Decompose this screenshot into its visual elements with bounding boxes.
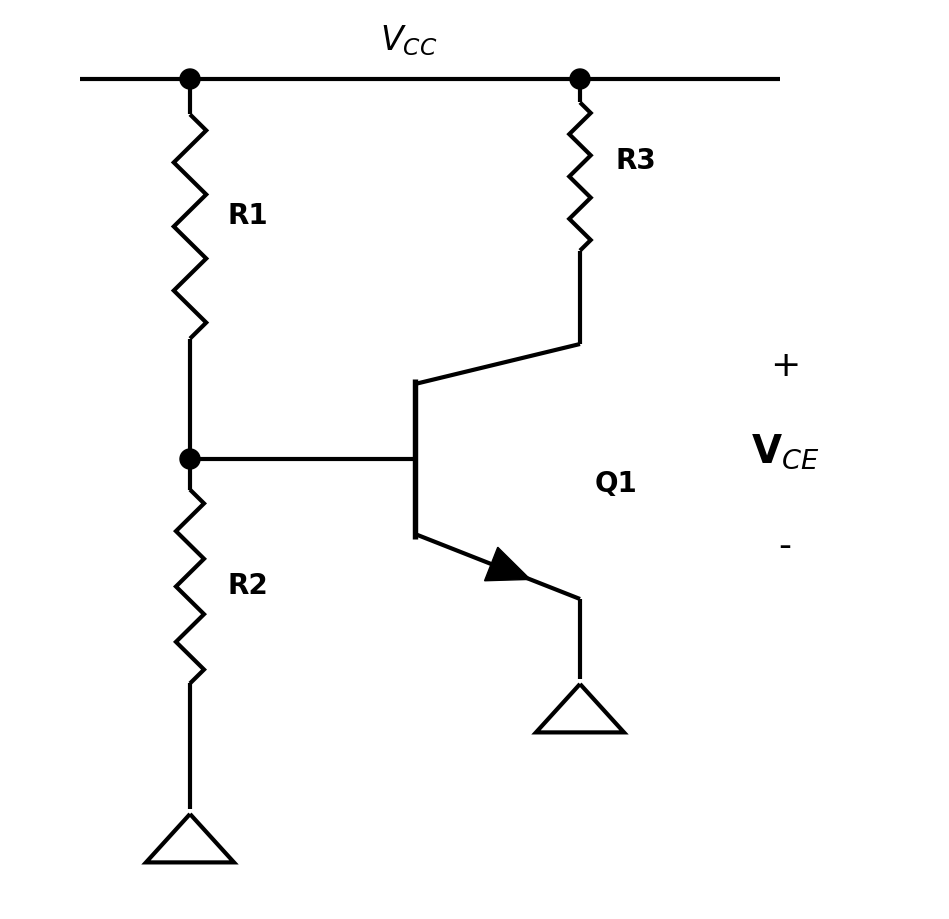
Circle shape — [570, 69, 590, 89]
Text: $\mathbf{V}_{CE}$: $\mathbf{V}_{CE}$ — [751, 432, 819, 471]
Text: R3: R3 — [615, 148, 656, 176]
Circle shape — [180, 449, 200, 469]
Circle shape — [180, 69, 200, 89]
Text: R1: R1 — [228, 202, 269, 231]
Text: Q1: Q1 — [595, 470, 638, 498]
Text: $V_{CC}$: $V_{CC}$ — [380, 24, 437, 58]
Text: +: + — [770, 349, 800, 383]
Polygon shape — [485, 547, 530, 581]
Text: R2: R2 — [228, 573, 269, 600]
Text: -: - — [778, 529, 791, 563]
